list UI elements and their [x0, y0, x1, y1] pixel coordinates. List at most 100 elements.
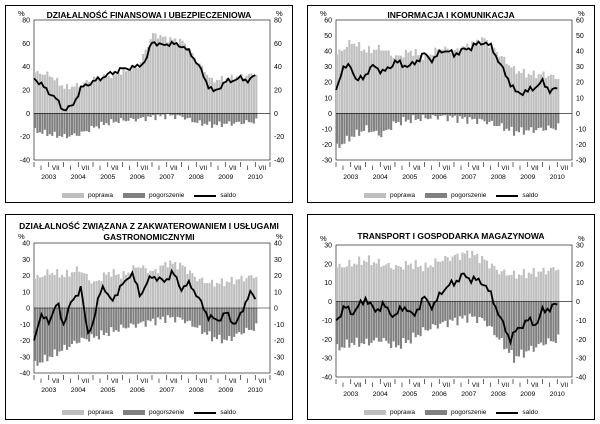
bar-improve	[85, 273, 88, 308]
bar-worsen	[247, 308, 250, 330]
bar-worsen	[340, 113, 344, 145]
bar-worsen	[203, 308, 206, 333]
y-tick-label-left: 40	[22, 64, 30, 71]
y-tick-label-right: 30	[576, 243, 584, 250]
bar-improve	[390, 268, 393, 302]
bar-worsen	[407, 113, 410, 120]
y-tick-label-right: 60	[274, 41, 282, 48]
x-tick-label: I	[519, 165, 521, 172]
bar-worsen	[48, 308, 51, 357]
bar-worsen	[461, 113, 464, 119]
bar-improve	[500, 271, 503, 302]
bar-worsen	[117, 308, 120, 332]
bar-worsen	[473, 301, 476, 317]
x-year-label: 2005	[100, 174, 115, 181]
bar-worsen	[532, 113, 535, 133]
bar-worsen	[181, 113, 184, 118]
x-tick-label: I	[188, 165, 190, 172]
bar-worsen	[115, 308, 118, 331]
bar-improve	[147, 273, 150, 308]
bar-worsen	[58, 113, 61, 136]
bar-improve	[456, 48, 459, 114]
x-year-label: 2004	[373, 174, 388, 181]
bar-improve	[353, 43, 356, 114]
y-tick-label-right: 30	[576, 64, 584, 71]
x-tick-label: I	[99, 378, 101, 385]
x-year-label: 2010	[550, 391, 565, 398]
bar-worsen	[242, 113, 246, 124]
bar-worsen	[228, 113, 231, 122]
bar-improve	[152, 33, 155, 114]
x-tick-label: I	[217, 378, 219, 385]
x-tick-label: VII	[383, 165, 391, 172]
x-year-label: 2005	[402, 391, 417, 398]
bar-worsen	[58, 308, 61, 352]
bar-improve	[95, 280, 98, 308]
bar-improve	[127, 272, 130, 308]
bar-worsen	[65, 308, 69, 350]
bar-worsen	[230, 308, 233, 341]
unit-label-left: %	[320, 234, 327, 243]
bar-worsen	[542, 113, 545, 131]
bar-worsen	[508, 113, 511, 131]
bar-worsen	[390, 113, 393, 130]
y-tick-label-right: 30	[274, 257, 282, 264]
bar-worsen	[247, 113, 250, 123]
bar-worsen	[542, 301, 545, 346]
y-tick-label-right: -40	[274, 158, 284, 165]
bar-improve	[481, 255, 484, 302]
x-tick-label: I	[129, 378, 131, 385]
bar-improve	[191, 53, 194, 114]
bar-worsen	[206, 113, 209, 125]
bar-worsen	[395, 301, 398, 348]
x-tick-label: I	[519, 382, 521, 389]
bar-worsen	[169, 113, 172, 116]
bar-improve	[252, 75, 255, 114]
bar-improve	[105, 274, 108, 308]
bar-improve	[181, 265, 184, 308]
bar-worsen	[404, 113, 407, 122]
bar-improve	[377, 44, 380, 114]
chart-title: INFORMACJA I KOMUNIKACJA	[387, 10, 515, 20]
bar-improve	[235, 279, 238, 308]
bar-improve	[530, 75, 533, 114]
bar-improve	[186, 273, 189, 308]
bar-worsen	[120, 308, 123, 325]
bar-improve	[542, 267, 545, 302]
bar-improve	[395, 265, 398, 302]
bar-worsen	[53, 113, 56, 132]
bar-improve	[424, 53, 427, 114]
bar-worsen	[51, 113, 54, 136]
bar-improve	[188, 49, 191, 114]
bar-worsen	[397, 113, 400, 122]
bar-improve	[100, 281, 103, 308]
bar-worsen	[505, 301, 508, 349]
y-tick-label-right: -20	[274, 338, 284, 345]
x-tick-label: VII	[229, 378, 237, 385]
bar-improve	[245, 75, 248, 114]
y-tick-label-left: 10	[324, 95, 332, 102]
x-year-label: 2010	[248, 387, 263, 394]
bar-worsen	[105, 308, 108, 333]
bar-worsen	[540, 301, 543, 343]
y-tick-label-left: -20	[20, 338, 30, 345]
bar-improve	[422, 271, 425, 302]
bar-worsen	[375, 301, 378, 338]
bar-worsen	[522, 301, 525, 358]
y-tick-label-right: 0	[274, 111, 278, 118]
bar-improve	[336, 54, 339, 114]
bar-improve	[129, 70, 132, 114]
x-year-label: 2004	[71, 174, 86, 181]
bar-improve	[134, 267, 137, 308]
chart-svg: -40 -40 -30 -30 -20 -20 -10 -10 0 0 10 10 20 20 30 30 40…	[18, 232, 284, 394]
bar-improve	[527, 73, 530, 114]
x-year-label: 2006	[432, 391, 447, 398]
bar-worsen	[498, 113, 501, 127]
bar-improve	[203, 283, 206, 308]
bar-worsen	[43, 113, 46, 130]
bar-worsen	[451, 301, 454, 321]
bar-worsen	[513, 113, 516, 136]
bar-worsen	[183, 308, 187, 324]
bar-improve	[530, 273, 533, 302]
y-tick-label-right: 60	[576, 18, 584, 25]
